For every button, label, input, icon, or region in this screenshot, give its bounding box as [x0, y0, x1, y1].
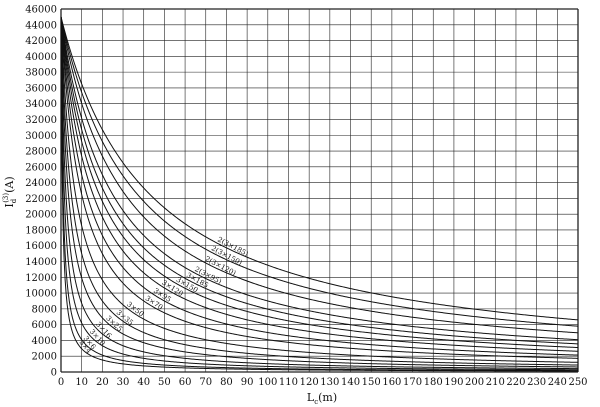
y-tick-labels: 0 2000 4000 6000 8000 10000 12000 14000 16000 180…	[25, 5, 57, 379]
x-axis-label: Lc(m)	[307, 391, 337, 406]
y-tick-label: 46000	[25, 5, 57, 16]
x-tick-label: 240	[548, 377, 567, 388]
y-tick-label: 16000	[25, 241, 57, 252]
x-tick-label: 130	[320, 377, 339, 388]
x-tick-label: 50	[158, 377, 171, 388]
y-tick-label: 4000	[32, 336, 57, 347]
x-tick-label: 120	[300, 377, 319, 388]
y-tick-label: 8000	[32, 304, 57, 315]
x-tick-label: 180	[424, 377, 443, 388]
x-tick-label: 20	[96, 377, 109, 388]
series-line	[60, 16, 579, 352]
y-tick-label: 10000	[25, 289, 57, 300]
y-tick-label: 20000	[25, 210, 57, 221]
y-tick-label: 42000	[25, 36, 57, 47]
x-tick-label: 150	[362, 377, 381, 388]
x-tick-label: 210	[486, 377, 505, 388]
series-line	[60, 16, 579, 372]
series-line	[60, 16, 579, 327]
series-line	[60, 16, 579, 321]
x-tick-label: 160	[382, 377, 401, 388]
y-tick-label: 30000	[25, 131, 57, 142]
axis-labels: Lc(m) Id(3)(A)	[2, 176, 337, 406]
y-tick-label: 12000	[25, 273, 57, 284]
x-tick-label: 100	[258, 377, 277, 388]
y-tick-label: 28000	[25, 147, 57, 158]
series-line	[60, 16, 579, 349]
grid	[60, 8, 579, 373]
y-tick-label: 2000	[32, 352, 57, 363]
y-tick-label: 34000	[25, 99, 57, 110]
y-tick-label: 24000	[25, 178, 57, 189]
series-line	[60, 16, 579, 341]
x-tick-label: 110	[279, 377, 298, 388]
series-line	[60, 16, 579, 359]
x-tick-label: 250	[568, 377, 587, 388]
x-tick-labels: 0 10 20 30 40 50 60 70 80 90 100 110 120 130 140 150 160…	[58, 377, 588, 388]
series-line	[60, 16, 578, 372]
y-tick-label: 0	[51, 368, 57, 379]
x-tick-label: 40	[137, 377, 150, 388]
curves	[60, 16, 579, 372]
x-tick-label: 220	[506, 377, 525, 388]
y-tick-label: 6000	[32, 320, 57, 331]
series-line	[60, 16, 579, 363]
y-tick-label: 14000	[25, 257, 57, 268]
y-tick-label: 26000	[25, 162, 57, 173]
y-tick-label: 36000	[25, 83, 57, 94]
curve-labels: 2(3×185)2(3×150)2(3×120)2(3×95)3×1853×15…	[78, 236, 250, 356]
x-tick-label: 200	[465, 377, 484, 388]
x-tick-label: 90	[241, 377, 254, 388]
x-tick-label: 190	[444, 377, 463, 388]
x-tick-label: 170	[403, 377, 422, 388]
y-tick-label: 40000	[25, 52, 57, 63]
series-line	[60, 16, 579, 368]
series-line	[60, 16, 579, 356]
y-tick-label: 22000	[25, 194, 57, 205]
y-tick-label: 38000	[25, 68, 57, 79]
x-tick-label: 60	[179, 377, 192, 388]
x-tick-label: 230	[527, 377, 546, 388]
series-line	[60, 16, 578, 370]
series-line	[60, 16, 578, 371]
y-tick-label: 32000	[25, 115, 57, 126]
x-tick-label: 140	[341, 377, 360, 388]
y-tick-label: 44000	[25, 20, 57, 31]
x-tick-label: 70	[199, 377, 212, 388]
x-tick-label: 0	[58, 377, 64, 388]
y-axis-label: Id(3)(A)	[2, 176, 18, 207]
series-line	[60, 16, 579, 345]
x-tick-label: 30	[117, 377, 130, 388]
y-tick-label: 18000	[25, 225, 57, 236]
series-line	[60, 16, 579, 366]
series-line	[60, 16, 579, 334]
x-tick-label: 80	[220, 377, 233, 388]
x-tick-label: 10	[75, 377, 88, 388]
